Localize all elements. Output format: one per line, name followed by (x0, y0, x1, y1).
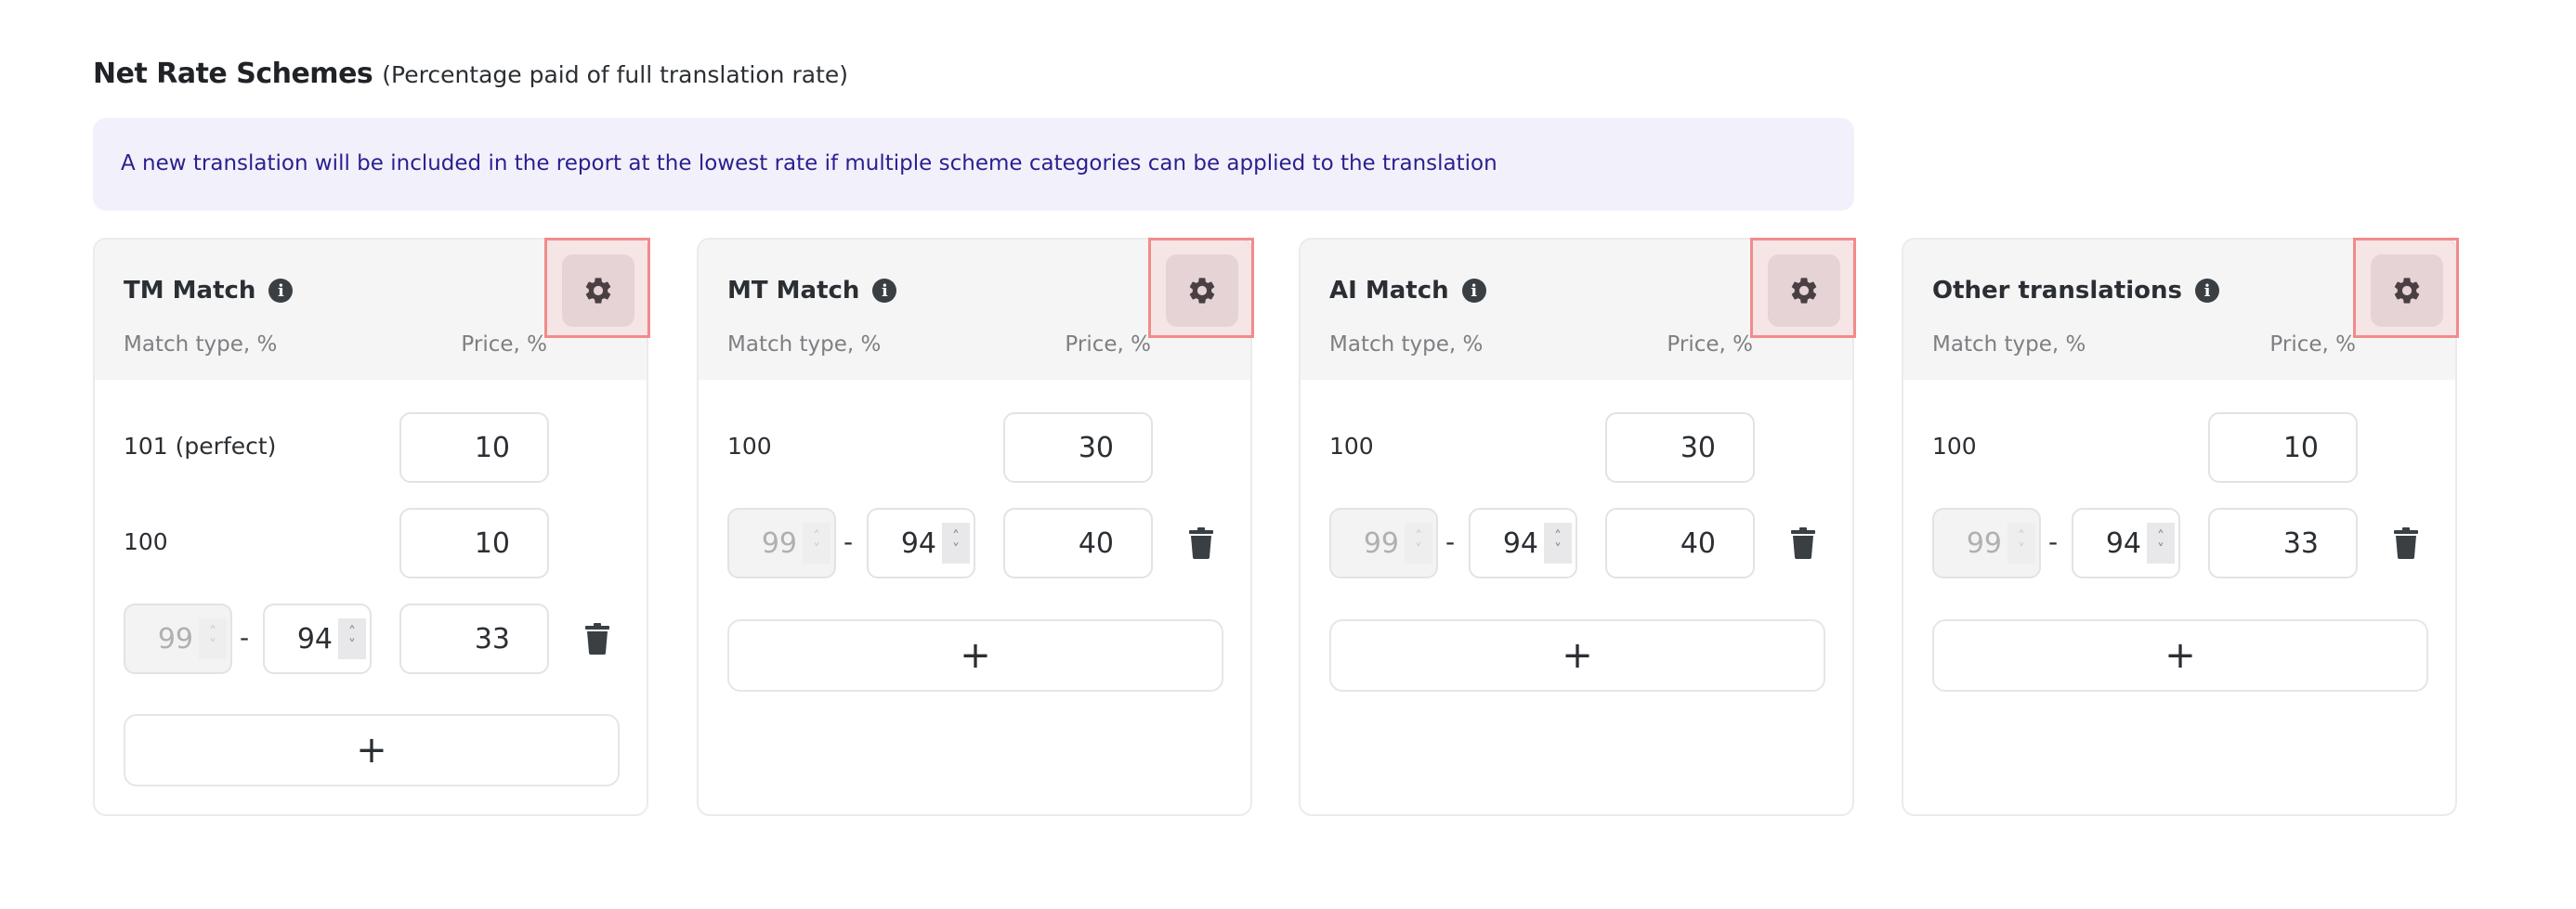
spinner-icon[interactable]: ˄ ˅ (1405, 523, 1432, 564)
range-to-value: 94 (2105, 526, 2141, 560)
card-title-text: AI Match (1329, 277, 1449, 305)
spinner-icon[interactable]: ˄ ˅ (803, 523, 830, 564)
plus-icon: + (1562, 634, 1593, 677)
price-column-label: Price, % (2269, 332, 2356, 357)
delete-row-button[interactable] (1791, 527, 1815, 559)
range-from-value: 99 (1363, 526, 1399, 560)
info-icon[interactable]: i (2194, 279, 2219, 303)
trash-icon (2394, 527, 2418, 563)
range-from-value: 99 (761, 526, 797, 560)
card-title-text: TM Match (124, 277, 256, 305)
settings-button[interactable] (562, 254, 634, 327)
range-from-input[interactable]: 99 ˄ ˅ (1329, 508, 1438, 578)
card-header (699, 240, 1250, 380)
price-input[interactable]: 40 (1003, 508, 1153, 578)
spinner-icon[interactable]: ˄ ˅ (199, 618, 227, 659)
section-subtitle: (Percentage paid of full translation rat… (382, 61, 849, 88)
price-input[interactable]: 33 (399, 604, 549, 674)
price-column-label: Price, % (1667, 332, 1753, 357)
price-input[interactable]: 30 (1605, 412, 1755, 483)
range-separator: - (2048, 526, 2059, 557)
trash-icon (1791, 527, 1815, 563)
price-column-label: Price, % (461, 332, 547, 357)
match-type-column-label: Match type, % (124, 332, 278, 357)
spinner-icon[interactable]: ˄ ˅ (1544, 523, 1572, 564)
card-header (1903, 240, 2455, 380)
match-type-label: 100 (1932, 433, 1977, 460)
settings-button[interactable] (1768, 254, 1840, 327)
add-row-button[interactable]: + (1329, 619, 1825, 692)
info-icon[interactable]: i (1461, 279, 1486, 303)
card-header (1301, 240, 1852, 380)
range-to-value: 94 (900, 526, 936, 560)
spinner-icon[interactable]: ˄ ˅ (2007, 523, 2035, 564)
card-title: MT Match i (727, 277, 897, 305)
range-to-input[interactable]: 94 ˄ ˅ (1469, 508, 1577, 578)
price-input[interactable]: 10 (2208, 412, 2358, 483)
info-icon[interactable]: i (872, 279, 897, 303)
match-type-label: 101 (perfect) (124, 433, 277, 460)
range-to-value: 94 (1502, 526, 1538, 560)
delete-row-button[interactable] (585, 623, 609, 655)
scheme-card: TM Match i Match type, % Price, % 101 (pe… (93, 238, 650, 816)
range-separator: - (843, 526, 854, 557)
card-header (95, 240, 647, 380)
add-row-button[interactable]: + (124, 714, 620, 786)
gear-icon (1186, 275, 1218, 306)
card-title-text: MT Match (727, 277, 860, 305)
match-type-label: 100 (727, 433, 772, 460)
range-to-input[interactable]: 94 ˄ ˅ (263, 604, 372, 674)
add-row-button[interactable]: + (1932, 619, 2428, 692)
match-type-label: 100 (124, 528, 168, 555)
section-title-text: Net Rate Schemes (93, 58, 373, 90)
scheme-card: AI Match i Match type, % Price, % 100 30 9… (1299, 238, 1856, 816)
range-to-value: 94 (296, 622, 333, 656)
price-input[interactable]: 30 (1003, 412, 1153, 483)
range-from-input[interactable]: 99 ˄ ˅ (1932, 508, 2041, 578)
trash-icon (1189, 527, 1213, 563)
trash-icon (585, 623, 609, 658)
scheme-card: MT Match i Match type, % Price, % 100 30 9… (697, 238, 1254, 816)
settings-button[interactable] (1166, 254, 1238, 327)
card-title: Other translations i (1932, 277, 2219, 305)
delete-row-button[interactable] (1189, 527, 1213, 559)
price-input[interactable]: 33 (2208, 508, 2358, 578)
info-banner: A new translation will be included in th… (93, 118, 1854, 211)
range-from-value: 99 (157, 622, 193, 656)
plus-icon: + (960, 634, 991, 677)
range-to-input[interactable]: 94 ˄ ˅ (867, 508, 975, 578)
card-title-text: Other translations (1932, 277, 2182, 305)
settings-button[interactable] (2371, 254, 2443, 327)
info-icon[interactable]: i (268, 279, 294, 303)
spinner-icon[interactable]: ˄ ˅ (338, 618, 366, 659)
price-input[interactable]: 10 (399, 412, 549, 483)
range-separator: - (1445, 526, 1456, 557)
card-title: AI Match i (1329, 277, 1486, 305)
gear-icon (2391, 275, 2423, 306)
match-type-label: 100 (1329, 433, 1374, 460)
gear-icon (582, 275, 614, 306)
range-separator: - (240, 622, 250, 653)
card-title: TM Match i (124, 277, 294, 305)
section-title: Net Rate Schemes (Percentage paid of full… (93, 58, 848, 90)
match-type-column-label: Match type, % (727, 332, 882, 357)
spinner-icon[interactable]: ˄ ˅ (2147, 523, 2175, 564)
spinner-icon[interactable]: ˄ ˅ (942, 523, 970, 564)
info-banner-text: A new translation will be included in th… (121, 151, 1497, 175)
add-row-button[interactable]: + (727, 619, 1223, 692)
plus-icon: + (2164, 634, 2196, 677)
price-column-label: Price, % (1065, 332, 1151, 357)
gear-icon (1788, 275, 1820, 306)
plus-icon: + (356, 729, 387, 772)
range-from-input[interactable]: 99 ˄ ˅ (124, 604, 232, 674)
price-input[interactable]: 10 (399, 508, 549, 578)
delete-row-button[interactable] (2394, 527, 2418, 559)
price-input[interactable]: 40 (1605, 508, 1755, 578)
range-from-input[interactable]: 99 ˄ ˅ (727, 508, 836, 578)
range-to-input[interactable]: 94 ˄ ˅ (2072, 508, 2180, 578)
match-type-column-label: Match type, % (1329, 332, 1484, 357)
scheme-card: Other translations i Match type, % Price,… (1902, 238, 2459, 816)
match-type-column-label: Match type, % (1932, 332, 2086, 357)
range-from-value: 99 (1966, 526, 2002, 560)
